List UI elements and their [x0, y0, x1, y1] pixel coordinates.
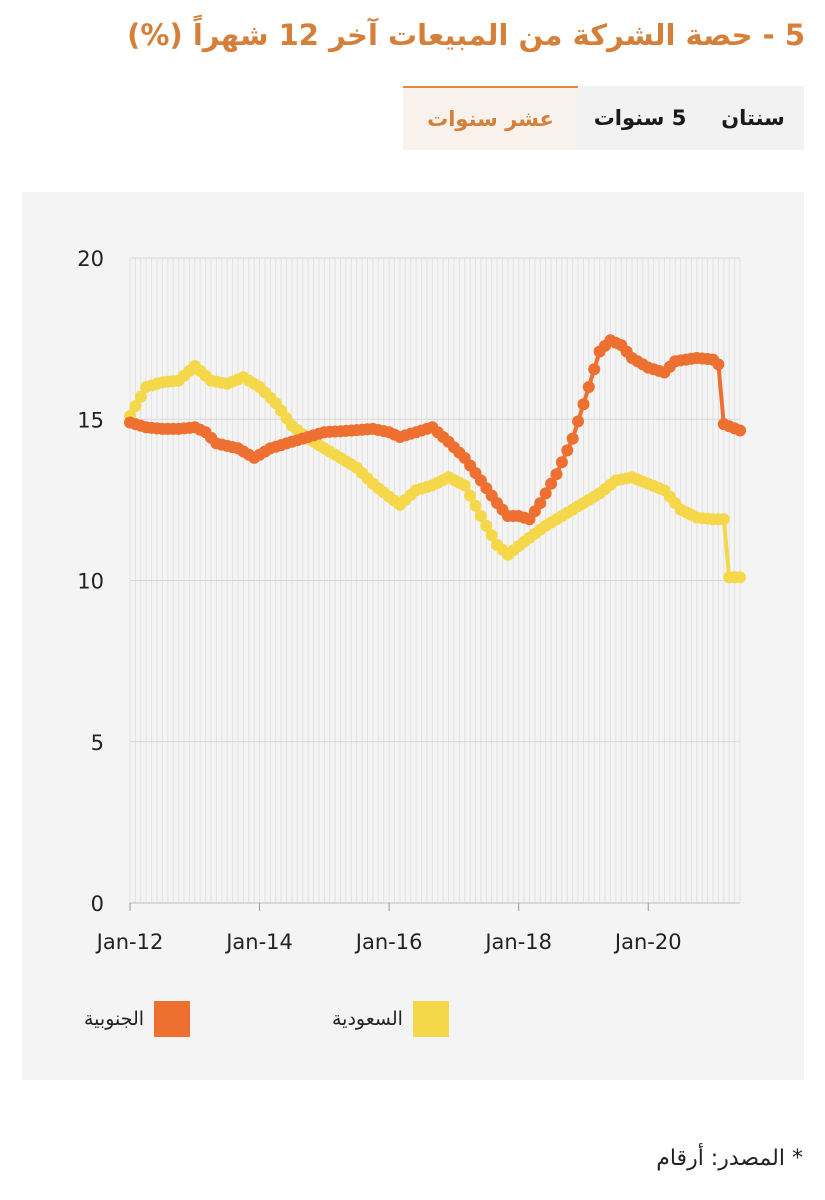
data-point-saudi: [469, 499, 482, 512]
x-tick-label: Jan-16: [354, 930, 423, 954]
x-tick-label: Jan-12: [95, 930, 164, 954]
y-tick-label: 5: [91, 731, 104, 755]
data-point-saudi: [480, 519, 493, 532]
x-tick-label: Jan-20: [613, 930, 682, 954]
legend-item-saudi[interactable]: السعودية: [332, 1000, 449, 1038]
legend-item-south[interactable]: الجنوبية: [84, 1000, 191, 1038]
period-tabs: سنتان 5 سنوات عشر سنوات: [403, 86, 804, 150]
y-tick-label: 20: [77, 247, 104, 271]
data-point-south: [734, 424, 746, 437]
legend-label-south: الجنوبية: [84, 1008, 145, 1030]
x-tick-label: Jan-18: [483, 930, 552, 954]
data-point-saudi: [734, 571, 746, 584]
y-tick-label: 15: [77, 408, 104, 432]
page-title: 5 - حصة الشركة من المبيعات آخر 12 شهراً …: [127, 18, 805, 52]
source-note: * المصدر: أرقام: [656, 1146, 803, 1171]
legend-swatch-saudi: [412, 1001, 449, 1037]
data-point-south: [566, 432, 579, 445]
y-tick-label: 10: [77, 570, 104, 594]
data-point-south: [550, 468, 563, 481]
legend-swatch-south: [154, 1001, 191, 1037]
tab-two-years[interactable]: سنتان: [721, 106, 785, 130]
data-point-south: [712, 358, 725, 371]
chart-panel: 0 5 10 15 20 Jan-12 Jan-14 Jan-16 Jan-18 Jan-20 ا…: [22, 192, 804, 1080]
data-point-saudi: [474, 510, 487, 522]
data-point-south: [555, 456, 568, 469]
data-point-saudi: [485, 529, 498, 542]
data-point-saudi: [458, 479, 471, 492]
legend-label-saudi: السعودية: [332, 1008, 403, 1030]
y-tick-label: 0: [91, 892, 104, 916]
data-point-saudi: [464, 489, 477, 502]
data-point-south: [539, 487, 552, 500]
data-point-south: [577, 398, 590, 411]
x-tick-label: Jan-14: [224, 930, 293, 954]
data-point-south: [561, 444, 574, 457]
tab-ten-years[interactable]: عشر سنوات: [403, 86, 578, 150]
data-point-south: [582, 381, 595, 393]
data-point-south: [534, 497, 547, 510]
data-point-south: [572, 415, 585, 428]
data-point-saudi: [717, 513, 730, 526]
line-chart: 0 5 10 15 20 Jan-12 Jan-14 Jan-16 Jan-18 Jan-20: [77, 247, 746, 954]
data-point-saudi: [134, 390, 147, 403]
data-point-south: [545, 477, 558, 490]
tab-five-years[interactable]: 5 سنوات: [593, 106, 687, 130]
data-point-south: [588, 363, 601, 376]
data-point-saudi: [129, 400, 142, 413]
